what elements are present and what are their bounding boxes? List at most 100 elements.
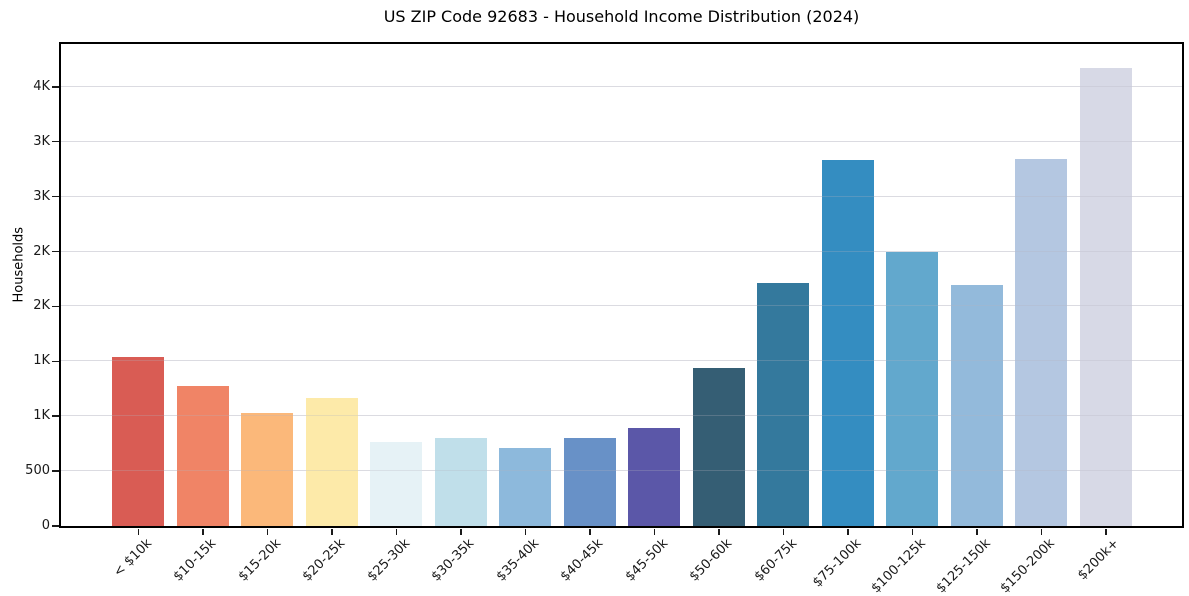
x-tick-mark: [202, 529, 204, 535]
y-tick-mark: [52, 86, 59, 88]
bar-45-50k: [628, 428, 681, 526]
x-tick-mark: [266, 529, 268, 535]
y-tick-label: 500: [25, 463, 50, 479]
y-tick-label: 0: [41, 518, 50, 533]
gridline-2000: [61, 305, 1182, 307]
x-tick-label: $60-75k: [751, 536, 800, 585]
y-tick-mark: [52, 525, 59, 527]
y-tick-mark: [52, 360, 59, 363]
x-tick-mark: [847, 529, 849, 535]
gridline-3000: [61, 195, 1182, 197]
x-tick-label: $75-100k: [810, 536, 865, 591]
x-tick-mark: [137, 529, 139, 535]
bar-slot: $20-25k: [300, 44, 365, 584]
x-tick-label: $35-40k: [493, 536, 542, 585]
chart-title: US ZIP Code 92683 - Household Income Dis…: [383, 7, 860, 26]
x-tick-mark: [1105, 529, 1107, 535]
bar-slot: $200k+: [1074, 44, 1139, 583]
y-tick-mark: [52, 470, 59, 472]
gridline-2500: [61, 250, 1182, 252]
plot-area: < $10k $10-15k $15-20k $20-25k $25-30k $30-35…: [59, 42, 1184, 596]
gridline-500: [61, 470, 1182, 472]
x-tick-label: $150-200k: [997, 536, 1058, 596]
bar-20-25k: [305, 397, 358, 526]
bar-slot: $15-20k: [235, 44, 300, 584]
bar-40-45k: [563, 437, 616, 526]
y-tick-mark: [52, 415, 59, 417]
bar-50-60k: [692, 367, 745, 526]
bar-200k: [1079, 68, 1132, 526]
x-tick-mark: [460, 529, 462, 535]
x-tick-label: $40-45k: [557, 536, 607, 585]
gridline-3500: [61, 140, 1182, 142]
gridline-1000: [61, 415, 1182, 417]
bar-10k: [112, 356, 165, 526]
x-tick-mark: [589, 529, 591, 535]
bar-150-200k: [1015, 159, 1068, 526]
x-tick-label: < $10k: [110, 536, 155, 581]
y-tick-label: 2K: [33, 243, 50, 259]
y-tick-mark: [52, 140, 59, 143]
x-tick-label: $30-35k: [428, 536, 478, 585]
bar-slot: $125-150k: [933, 44, 1010, 596]
x-tick-label: $45-50k: [622, 536, 671, 585]
bar-125-150k: [950, 284, 1003, 526]
bars-container: < $10k $10-15k $15-20k $20-25k $25-30k $30-35…: [106, 44, 1139, 596]
gridline-500: [61, 470, 1182, 472]
bar-75-100k: [821, 159, 874, 526]
bar-10-15k: [176, 385, 229, 526]
x-tick-label: $15-20k: [235, 536, 284, 585]
gridline-2000: [61, 305, 1182, 307]
bar-slot: $35-40k: [493, 44, 558, 584]
bar-slot: $10-15k: [171, 44, 236, 584]
x-tick-mark: [718, 529, 720, 535]
x-tick-label: $125-150k: [933, 536, 994, 596]
bar-slot: $75-100k: [810, 44, 881, 590]
gridline-1500: [61, 360, 1182, 362]
bar-30-35k: [434, 438, 487, 526]
gridline-3500: [61, 140, 1182, 142]
bar-35-40k: [499, 447, 552, 526]
y-tick-label: 3K: [33, 188, 50, 204]
bar-slot: $150-200k: [998, 44, 1074, 596]
x-tick-mark: [976, 529, 978, 535]
x-tick-mark: [395, 529, 397, 535]
x-tick-label: $10-15k: [170, 536, 220, 585]
bar-slot: < $10k: [106, 44, 171, 580]
bar-25-30k: [370, 441, 423, 526]
x-tick-label: $100-125k: [868, 536, 929, 596]
gridline-4000: [61, 85, 1182, 87]
x-tick-label: $25-30k: [364, 536, 413, 585]
bar-15-20k: [241, 412, 294, 526]
gridline-3000: [61, 195, 1182, 197]
bar-slot: $60-75k: [751, 44, 816, 584]
x-tick-mark: [331, 529, 333, 535]
bar-60-75k: [757, 283, 810, 526]
y-tick-mark: [52, 195, 59, 198]
y-tick-label: 4K: [33, 78, 50, 94]
y-tick-mark: [52, 250, 59, 253]
x-tick-label: $50-60k: [686, 536, 736, 585]
gridline-1000: [61, 415, 1182, 417]
y-tick-label: 1K: [33, 408, 50, 424]
bar-100-125k: [886, 252, 939, 526]
bar-slot: $40-45k: [558, 44, 623, 584]
gridline-1500: [61, 360, 1182, 362]
x-tick-label: $200k+: [1075, 536, 1123, 584]
bar-slot: $100-125k: [869, 44, 945, 596]
bar-slot: $45-50k: [622, 44, 687, 584]
bar-slot: $50-60k: [687, 44, 752, 584]
gridline-4000: [61, 85, 1182, 87]
y-tick-label: 1K: [33, 353, 50, 369]
x-tick-mark: [911, 529, 913, 535]
y-tick-label: 2K: [33, 298, 50, 314]
gridline-2500: [61, 250, 1182, 252]
x-tick-label: $20-25k: [299, 536, 349, 585]
x-tick-mark: [653, 529, 655, 535]
bar-slot: $25-30k: [364, 44, 429, 584]
y-tick-mark: [52, 305, 59, 308]
x-tick-mark: [524, 529, 526, 535]
y-tick-label: 3K: [33, 133, 50, 149]
x-tick-mark: [782, 529, 784, 535]
